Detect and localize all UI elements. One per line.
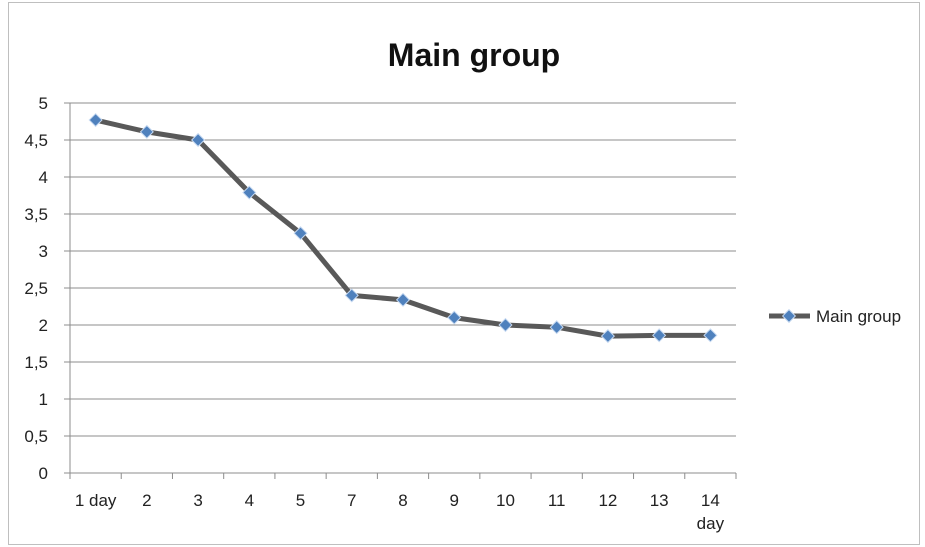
x-tick-label: 8 <box>398 491 407 510</box>
y-tick-label: 1 <box>39 390 48 409</box>
legend: Main group <box>769 307 901 326</box>
axes <box>64 102 737 479</box>
data-point <box>395 292 411 307</box>
legend-marker-icon <box>781 308 797 324</box>
y-tick-label: 0,5 <box>24 427 48 446</box>
y-tick-label: 4 <box>39 168 48 187</box>
x-tick-label: 9 <box>449 491 458 510</box>
y-tick-label: 3 <box>39 242 48 261</box>
data-point <box>652 328 667 343</box>
data-point <box>293 226 308 241</box>
chart-frame <box>8 2 920 545</box>
x-tick-label: 3 <box>193 491 202 510</box>
y-axis-tick-labels: 0 0,5 1 1,5 2 2,5 3 3,5 4 4,5 5 <box>24 94 48 483</box>
x-tick-label: 10 <box>496 491 515 510</box>
data-point <box>600 329 615 344</box>
y-tick-label: 5 <box>39 94 48 113</box>
x-tick-label: 5 <box>296 491 305 510</box>
data-point <box>498 317 513 333</box>
data-point <box>447 310 462 325</box>
x-tick-label: 1 day <box>75 491 117 510</box>
x-tick-label: 14 day <box>697 491 725 533</box>
y-tick-label: 0 <box>39 464 48 483</box>
gridlines <box>70 102 736 437</box>
x-axis-tick-labels: 1 day 2 3 4 5 7 8 9 10 11 12 13 14 day <box>75 491 725 533</box>
x-tick-label: 11 <box>548 491 566 510</box>
x-tick-label: 13 <box>650 491 669 510</box>
data-point <box>344 288 359 303</box>
data-point <box>242 185 257 200</box>
x-tick-label: 12 <box>598 491 617 510</box>
x-tick-label: 4 <box>245 491 254 510</box>
y-tick-label: 3,5 <box>24 205 48 224</box>
data-point <box>88 112 103 128</box>
x-tick-label: 2 <box>142 491 151 510</box>
chart-title: Main group <box>388 37 560 73</box>
data-point <box>191 132 206 148</box>
data-point <box>703 328 718 343</box>
data-point <box>549 320 564 335</box>
x-tick-label: 7 <box>347 491 356 510</box>
legend-label: Main group <box>816 307 901 326</box>
series-main-group <box>88 112 718 344</box>
y-tick-label: 2 <box>39 316 48 335</box>
data-point <box>139 124 154 139</box>
y-tick-label: 4,5 <box>24 131 48 150</box>
y-tick-label: 1,5 <box>24 353 48 372</box>
y-tick-label: 2,5 <box>24 279 48 298</box>
